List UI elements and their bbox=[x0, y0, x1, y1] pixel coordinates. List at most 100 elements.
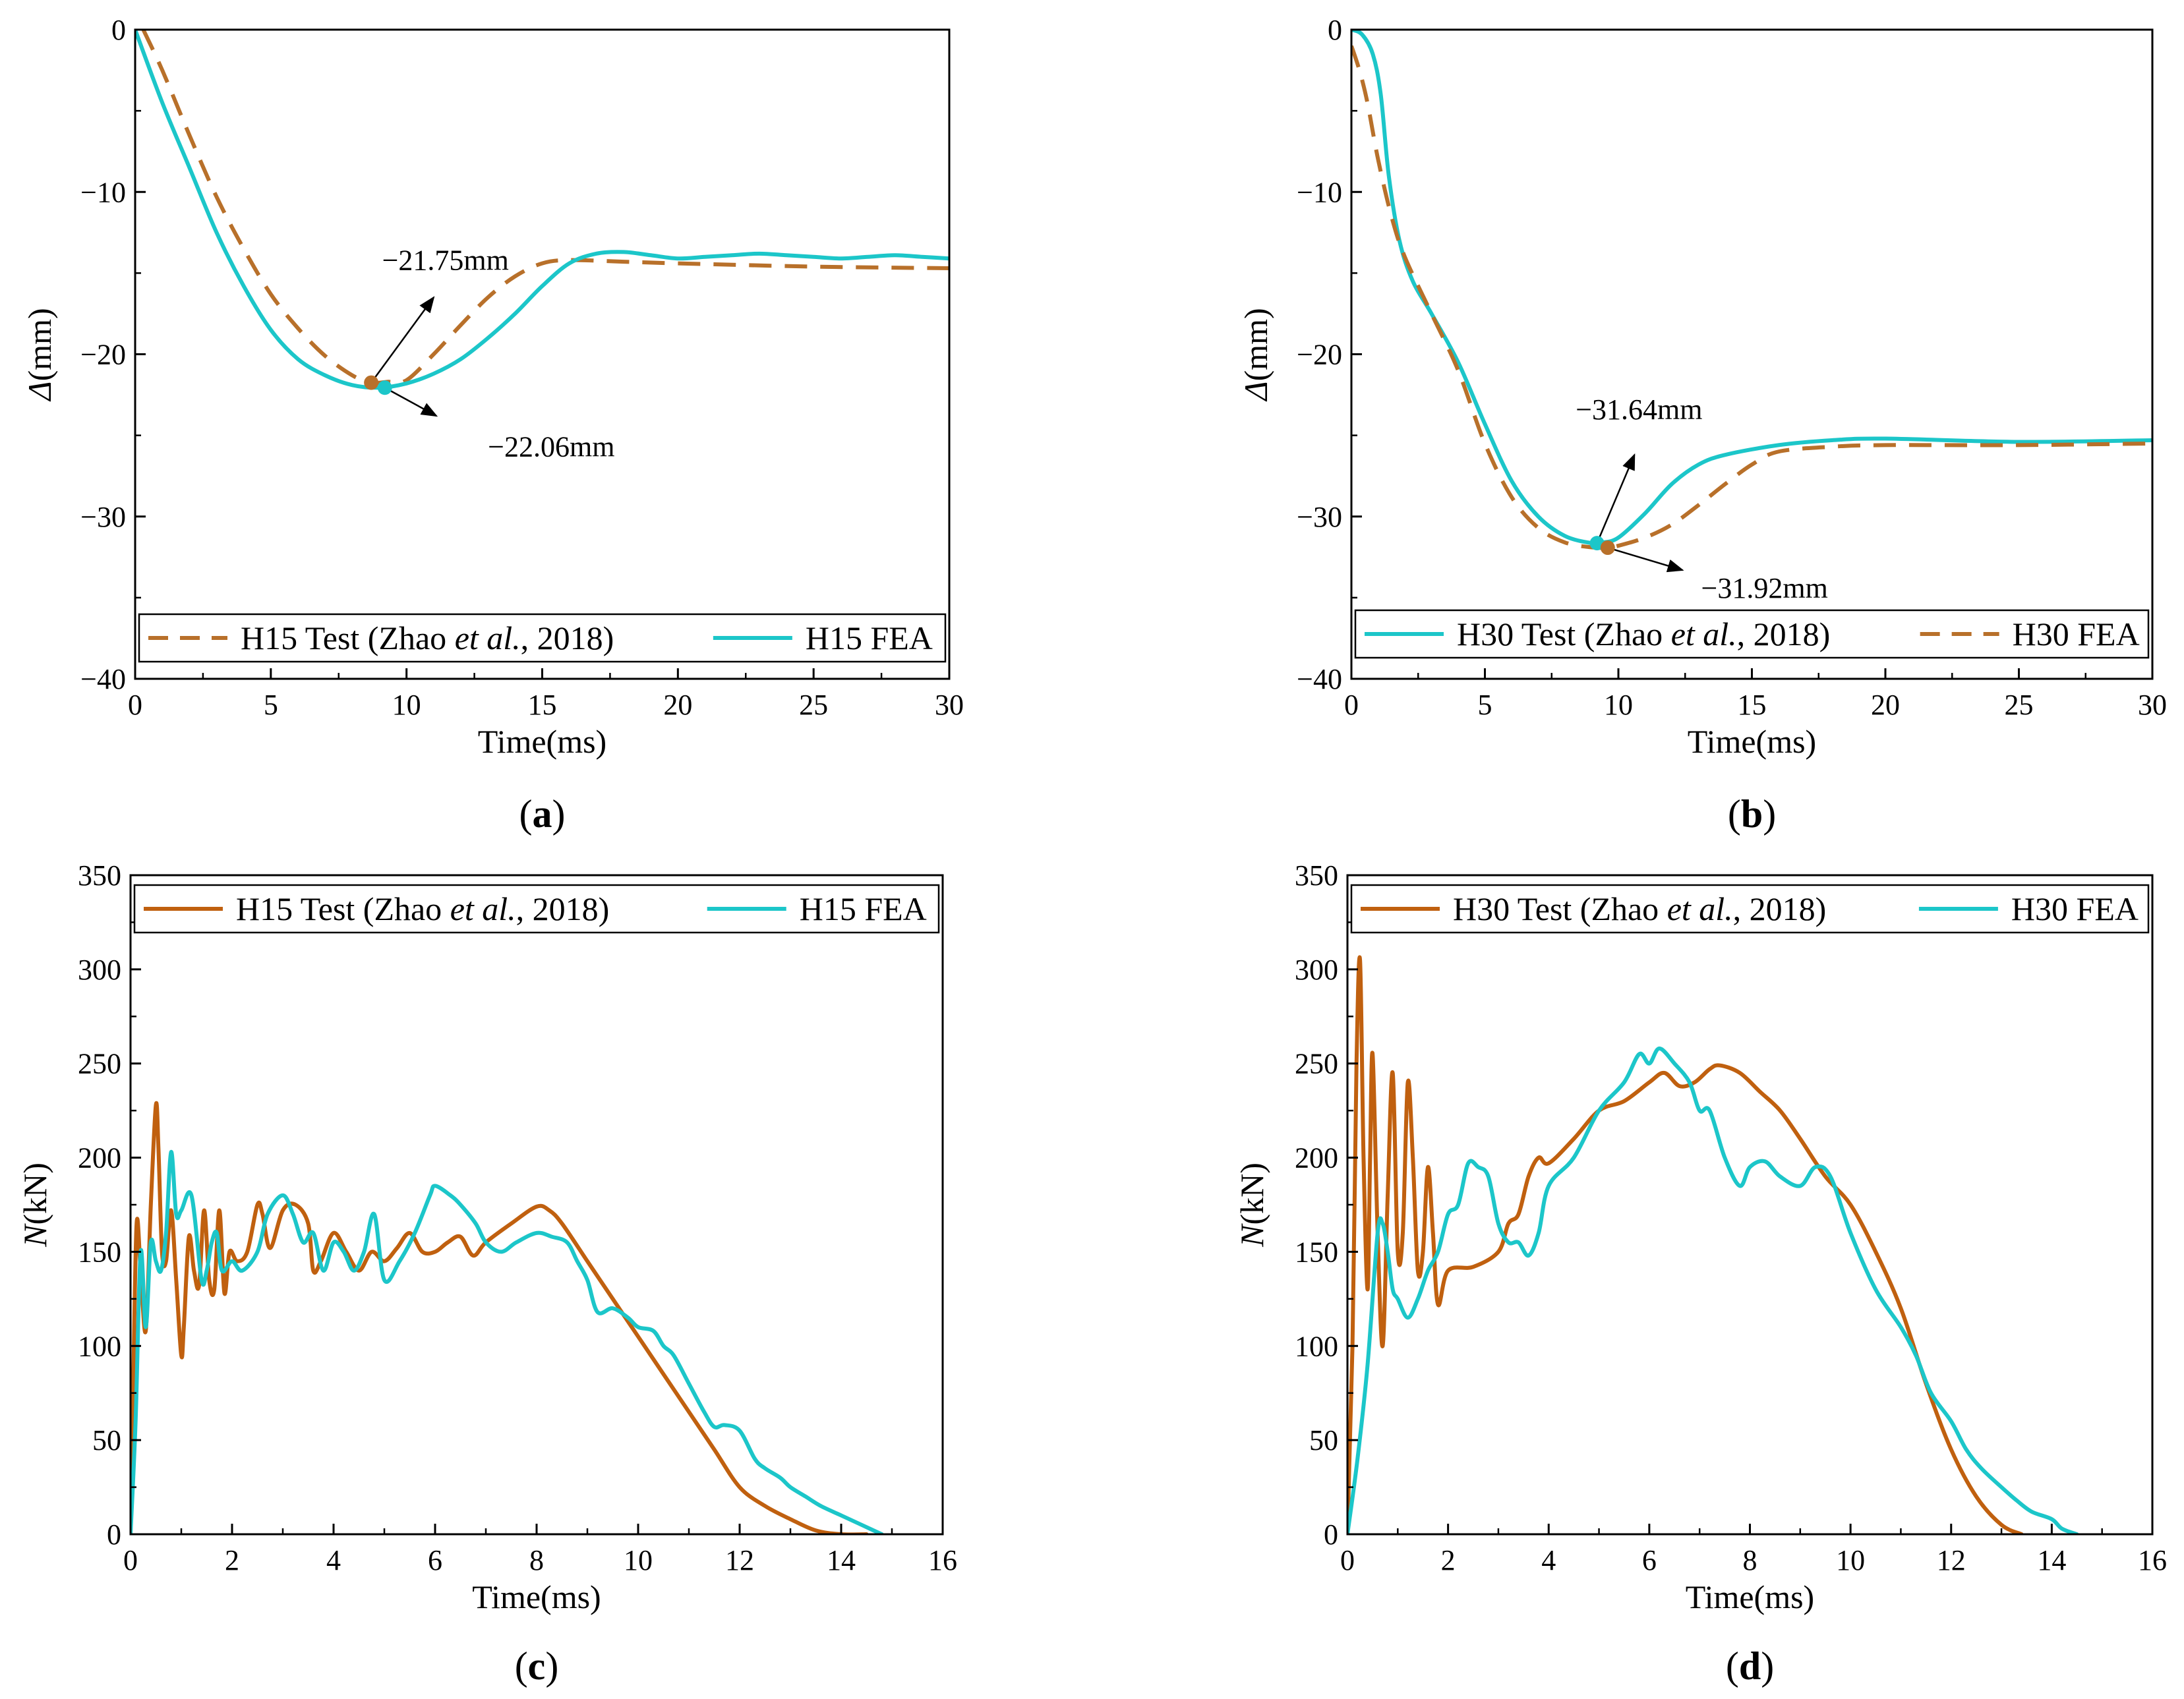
annotation-arrow bbox=[370, 296, 435, 384]
y-tick-label: 0 bbox=[1324, 1518, 1338, 1551]
y-tick-label: 0 bbox=[107, 1518, 121, 1551]
annotation-arrow bbox=[1607, 546, 1684, 573]
y-tick-label: −20 bbox=[1297, 339, 1342, 371]
legend-label: H30 FEA bbox=[2011, 890, 2139, 927]
y-tick-label: 150 bbox=[1295, 1236, 1338, 1268]
annotation-label: −21.75mm bbox=[382, 244, 509, 276]
y-tick-label: 350 bbox=[1295, 859, 1338, 892]
series-line-b-1 bbox=[1351, 30, 2152, 546]
annotation-label: −31.64mm bbox=[1576, 393, 1702, 426]
legend-label-suffix: , 2018) bbox=[516, 890, 610, 927]
panel-caption-open: ( bbox=[519, 792, 533, 836]
series-line-c-1 bbox=[131, 1101, 869, 1534]
legend-box bbox=[138, 613, 947, 663]
x-tick-label: 30 bbox=[2138, 689, 2167, 721]
legend-label-italic: et al. bbox=[450, 890, 516, 927]
y-tick-label: 250 bbox=[78, 1048, 121, 1080]
panel-caption-close: ) bbox=[552, 792, 566, 836]
x-tick-label: 16 bbox=[928, 1544, 957, 1576]
panel-caption-open: ( bbox=[1726, 1644, 1739, 1688]
series-line-a-1 bbox=[141, 30, 949, 386]
y-axis-symbol: Δ bbox=[1237, 381, 1274, 401]
y-axis-symbol: N bbox=[1233, 1223, 1270, 1248]
legend-label-text: H30 FEA bbox=[2013, 616, 2140, 652]
legend-label-suffix: , 2018) bbox=[1733, 890, 1827, 927]
panel-caption: (d) bbox=[1726, 1644, 1774, 1688]
legend-label-italic: et al. bbox=[1671, 616, 1737, 652]
legend-box bbox=[1350, 884, 2150, 934]
x-tick-label: 0 bbox=[123, 1544, 138, 1576]
y-tick-label: 150 bbox=[78, 1236, 121, 1268]
chart-panel-d: 0 2 4 6 8 10 12 14 16 0 50 100 150 200 250 300 350 Time(m… bbox=[1233, 859, 2167, 1688]
legend-label: H30 Test (Zhao et al., 2018) bbox=[1457, 616, 1830, 652]
y-tick-label: 300 bbox=[1295, 954, 1338, 986]
x-tick-label: 20 bbox=[1871, 689, 1900, 721]
x-tick-label: 20 bbox=[663, 689, 692, 721]
y-axis-title: N(kN) bbox=[1233, 1163, 1270, 1248]
y-tick-label: 0 bbox=[1328, 14, 1342, 46]
x-tick-label: 6 bbox=[1642, 1544, 1657, 1576]
y-axis-title: N(kN) bbox=[16, 1163, 53, 1248]
y-axis-unit: (mm) bbox=[1237, 308, 1274, 381]
x-tick-label: 16 bbox=[2138, 1544, 2167, 1576]
annotation-label: −31.92mm bbox=[1701, 572, 1828, 604]
legend-label-text: H30 Test (Zhao bbox=[1453, 890, 1667, 927]
y-tick-label: 0 bbox=[111, 14, 126, 46]
x-tick-label: 12 bbox=[1937, 1544, 1966, 1576]
y-axis-unit: (kN) bbox=[1233, 1163, 1270, 1224]
x-tick-label: 10 bbox=[624, 1544, 653, 1576]
series-line-a-2 bbox=[135, 30, 949, 390]
y-tick-label: 50 bbox=[1309, 1424, 1338, 1456]
x-tick-label: 10 bbox=[1836, 1544, 1865, 1576]
panel-caption-open: ( bbox=[1728, 792, 1741, 836]
chart-panel-b: −31.64mm −31.92mm 0 5 10 15 20 25 30 0 −10 −20 −30 −4… bbox=[1237, 14, 2167, 836]
panel-caption: (c) bbox=[515, 1644, 559, 1688]
x-tick-label: 15 bbox=[528, 689, 557, 721]
legend-label-text: H15 Test (Zhao bbox=[241, 619, 455, 656]
annotation-point bbox=[364, 375, 379, 390]
x-tick-label: 15 bbox=[1738, 689, 1767, 721]
y-tick-label: −10 bbox=[80, 176, 126, 208]
x-tick-label: 14 bbox=[2037, 1544, 2066, 1576]
legend-label-text: H15 FEA bbox=[800, 890, 927, 927]
x-tick-label: 4 bbox=[326, 1544, 341, 1576]
legend-label-text: H15 FEA bbox=[806, 619, 933, 656]
panel-caption-letter: b bbox=[1741, 792, 1763, 836]
series-line-d-2 bbox=[1347, 1046, 2079, 1534]
panel-caption-close: ) bbox=[545, 1644, 558, 1688]
y-tick-label: 250 bbox=[1295, 1048, 1338, 1080]
x-tick-label: 10 bbox=[392, 689, 421, 721]
legend-label-text: H30 FEA bbox=[2011, 890, 2139, 927]
y-axis-unit: (kN) bbox=[16, 1163, 53, 1224]
x-axis-title: Time(ms) bbox=[1686, 1578, 1814, 1615]
series-line-c-2 bbox=[131, 1149, 884, 1534]
legend-label: H15 Test (Zhao et al., 2018) bbox=[236, 890, 609, 927]
y-tick-label: 300 bbox=[78, 954, 121, 986]
y-tick-label: −20 bbox=[80, 339, 126, 371]
series-line-d-1 bbox=[1347, 955, 2024, 1534]
x-tick-label: 6 bbox=[428, 1544, 442, 1576]
legend-label-suffix: , 2018) bbox=[521, 619, 614, 656]
y-tick-label: −30 bbox=[80, 501, 126, 533]
legend-label-italic: et al. bbox=[455, 619, 521, 656]
x-tick-label: 8 bbox=[1743, 1544, 1757, 1576]
y-tick-label: −40 bbox=[80, 663, 126, 695]
x-tick-label: 0 bbox=[1344, 689, 1359, 721]
x-tick-label: 2 bbox=[225, 1544, 239, 1576]
x-tick-label: 10 bbox=[1604, 689, 1633, 721]
series-line-b-2 bbox=[1351, 45, 2152, 550]
legend-label: H15 Test (Zhao et al., 2018) bbox=[241, 619, 614, 656]
panel-caption: (b) bbox=[1728, 792, 1776, 836]
y-tick-label: 100 bbox=[78, 1330, 121, 1362]
annotation-arrow bbox=[1596, 453, 1636, 544]
legend-label-italic: et al. bbox=[1667, 890, 1733, 927]
legend-label-suffix: , 2018) bbox=[1737, 616, 1831, 652]
x-tick-label: 0 bbox=[128, 689, 142, 721]
y-axis-title: Δ(mm) bbox=[21, 308, 58, 401]
y-tick-label: −40 bbox=[1297, 663, 1342, 695]
x-tick-label: 30 bbox=[935, 689, 964, 721]
x-tick-label: 5 bbox=[264, 689, 278, 721]
x-tick-label: 2 bbox=[1441, 1544, 1456, 1576]
legend-label: H30 Test (Zhao et al., 2018) bbox=[1453, 890, 1826, 927]
